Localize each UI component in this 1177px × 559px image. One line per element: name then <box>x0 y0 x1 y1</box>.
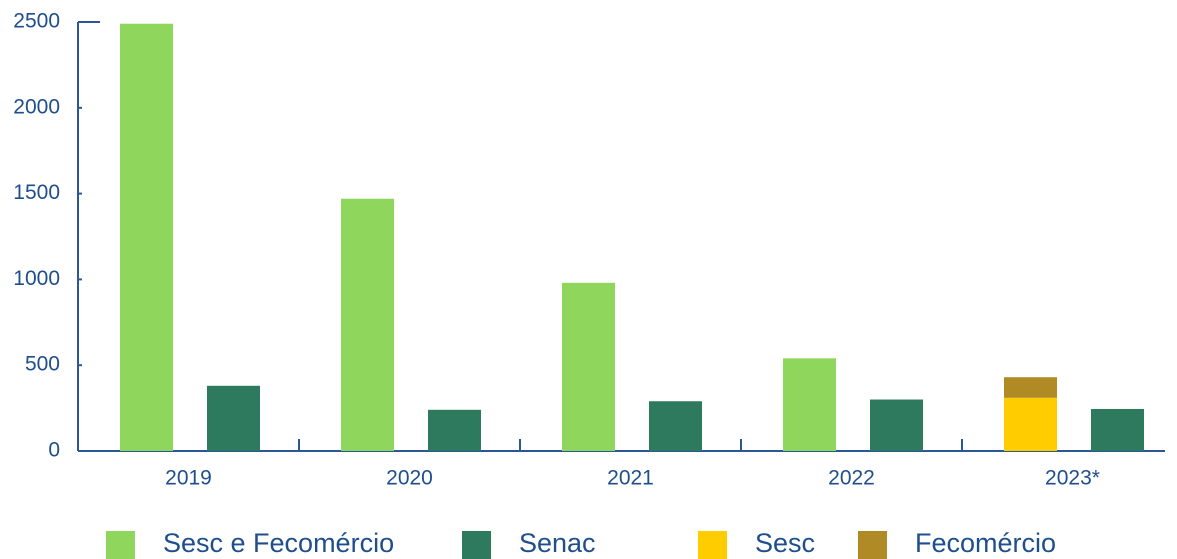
x-tick-label: 2021 <box>607 467 654 490</box>
legend-swatch <box>462 531 491 559</box>
bar <box>1004 377 1057 398</box>
x-tick-label: 2022 <box>828 467 875 490</box>
bar <box>1091 408 1144 451</box>
y-tick-label: 2000 <box>13 95 60 118</box>
bar <box>428 409 481 451</box>
legend-swatch <box>698 531 727 559</box>
legend-label: Senac <box>519 528 596 558</box>
bar <box>207 385 260 451</box>
x-tick-label: 2020 <box>386 467 433 490</box>
bar <box>870 399 923 451</box>
bar <box>562 282 615 451</box>
bar <box>649 401 702 451</box>
bar <box>341 198 394 451</box>
legend-swatch <box>106 531 135 559</box>
x-tick-label: 2023* <box>1045 467 1100 490</box>
bar <box>783 358 836 451</box>
bar <box>120 23 173 451</box>
x-tick-label: 2019 <box>165 467 212 490</box>
legend-label: Sesc e Fecomércio <box>163 528 394 558</box>
y-tick-label: 1000 <box>13 267 60 290</box>
legend-label: Sesc <box>755 528 815 558</box>
bar <box>1004 397 1057 451</box>
y-tick-label: 0 <box>48 439 60 462</box>
y-tick-label: 500 <box>25 353 60 376</box>
legend-swatch <box>858 531 887 559</box>
y-tick-label: 2500 <box>13 10 60 33</box>
legend-label: Fecomércio <box>915 528 1056 558</box>
y-tick-label: 1500 <box>13 181 60 204</box>
